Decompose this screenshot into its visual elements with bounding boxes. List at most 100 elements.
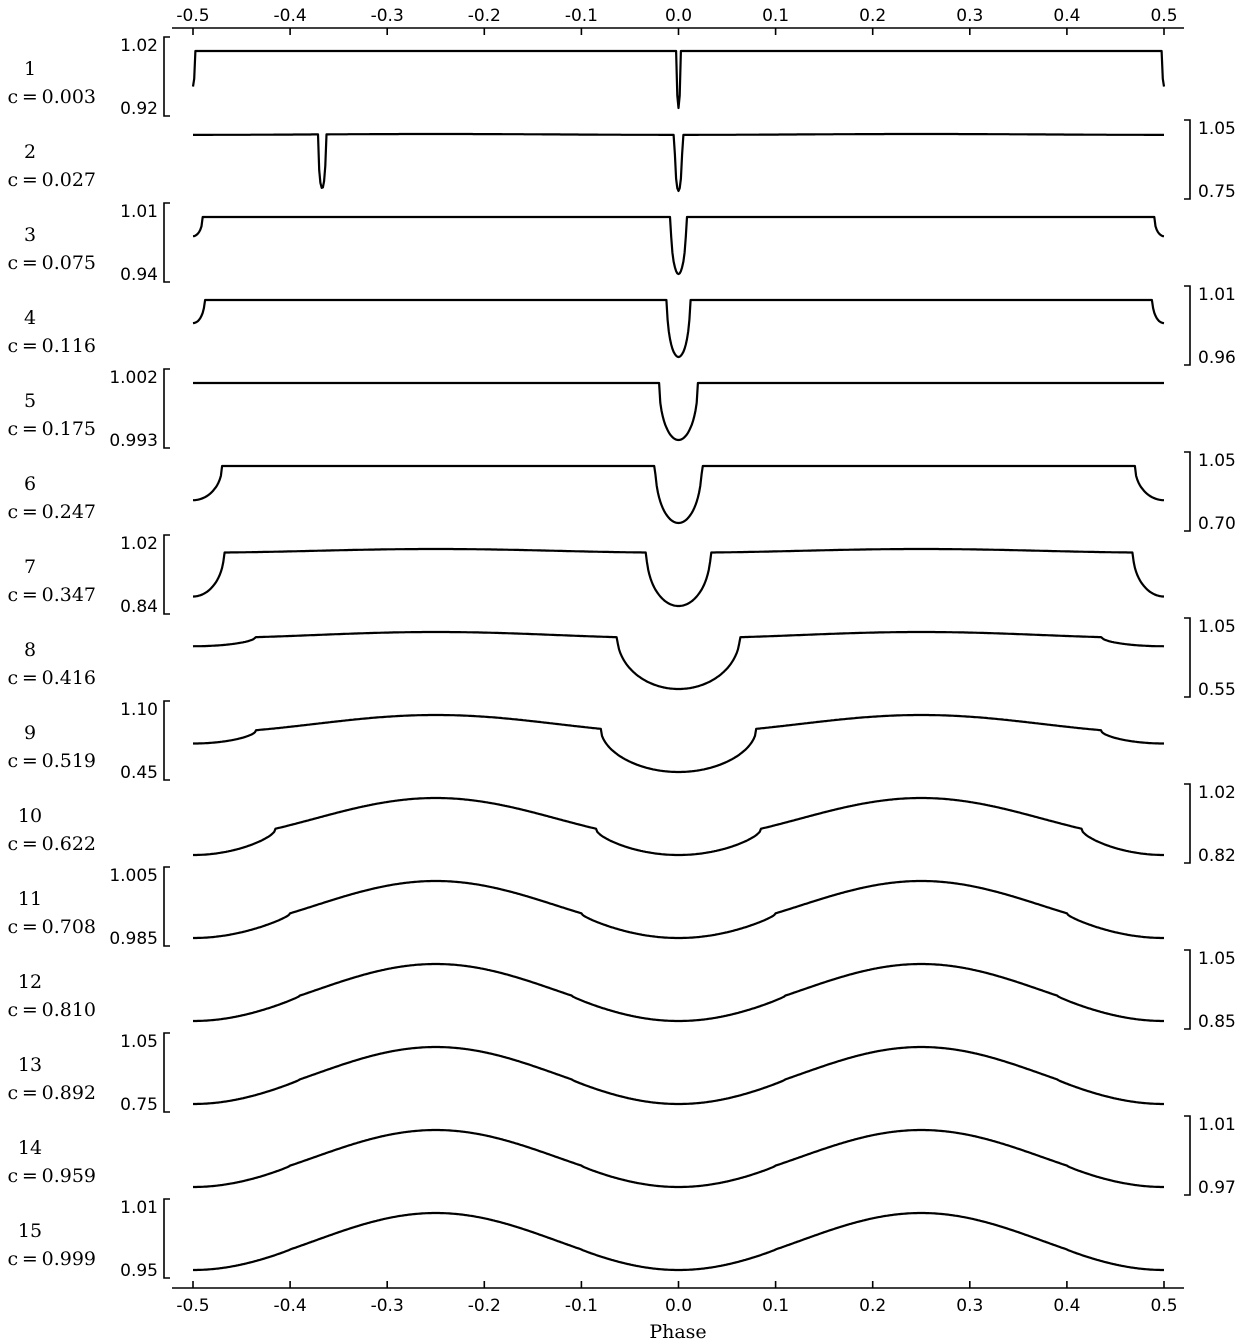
panel-9: 1.10 0.45 9 c = 0.519 [7,700,1164,783]
y-min-label: 0.97 [1198,1178,1236,1198]
top-tick-label: 0.0 [665,6,692,26]
y-min-label: 0.75 [1198,182,1236,202]
panel-number: 2 [24,141,36,163]
panel-number: 4 [24,307,36,329]
y-range-bracket [1184,949,1191,1030]
y-max-label: 1.05 [1198,119,1236,139]
top-tick-label: 0.5 [1150,6,1177,26]
panel-number: 7 [24,556,36,578]
light-curve-line [193,381,1164,442]
y-max-label: 1.05 [120,1032,158,1052]
y-range-bracket [163,700,170,781]
panel-number: 11 [18,888,42,910]
panel-number: 9 [24,722,36,744]
panel-number: 10 [18,805,42,827]
panel-6: 1.05 0.70 6 c = 0.247 [7,451,1235,534]
y-range-bracket [1184,451,1191,532]
coverage-label: c = 0.959 [7,1165,96,1187]
y-max-label: 1.01 [120,1198,158,1218]
top-phase-axis: -0.5 -0.4 -0.3 -0.2 -0.1 0.0 0.1 0.2 0.3 0.4 0.5 [172,6,1184,35]
coverage-label: c = 0.708 [7,916,96,938]
y-min-label: 0.94 [120,265,158,285]
y-range-bracket [163,368,170,449]
y-max-label: 1.01 [1198,1115,1236,1135]
coverage-label: c = 0.999 [7,1248,96,1270]
light-curve-line [193,713,1164,774]
coverage-label: c = 0.810 [7,999,96,1021]
y-max-label: 1.02 [120,36,158,56]
light-curve-line [193,464,1164,525]
top-tick-label: -0.2 [468,6,501,26]
top-tick-label: -0.5 [176,6,209,26]
y-max-label: 1.05 [1198,451,1236,471]
y-range-bracket [163,534,170,615]
y-range-bracket [163,202,170,283]
panel-number: 6 [24,473,36,495]
light-curve-line [193,879,1164,940]
panel-3: 1.01 0.94 3 c = 0.075 [7,202,1165,285]
light-curve-line [193,132,1164,193]
y-max-label: 1.01 [120,202,158,222]
panel-10: 1.02 0.82 10 c = 0.622 [7,783,1235,866]
panel-number: 1 [24,58,36,80]
y-max-label: 1.02 [1198,783,1236,803]
panel-number: 12 [18,971,42,993]
bottom-tick-label: -0.4 [274,1296,307,1316]
light-curve-line [193,796,1164,857]
y-range-bracket [163,1032,170,1113]
coverage-label: c = 0.622 [7,833,96,855]
coverage-label: c = 0.175 [7,418,96,440]
coverage-label: c = 0.347 [7,584,96,606]
coverage-label: c = 0.116 [7,335,96,357]
bottom-tick-label: 0.2 [859,1296,886,1316]
top-tick-label: -0.4 [274,6,307,26]
coverage-label: c = 0.247 [7,501,96,523]
y-min-label: 0.84 [120,597,158,617]
y-range-bracket [163,866,170,947]
y-min-label: 0.45 [120,763,158,783]
y-min-label: 0.985 [109,929,158,949]
light-curve-line [192,215,1165,276]
bottom-tick-label: 0.4 [1053,1296,1080,1316]
coverage-label: c = 0.416 [7,667,96,689]
y-min-label: 0.70 [1198,514,1236,534]
coverage-label: c = 0.003 [7,86,96,108]
coverage-label: c = 0.027 [7,169,96,191]
light-curve-line [192,630,1165,691]
y-max-label: 1.01 [1198,285,1236,305]
bottom-tick-label: 0.5 [1150,1296,1177,1316]
light-curve-line [193,1045,1164,1106]
y-min-label: 0.82 [1198,846,1236,866]
x-axis-label: Phase [649,1321,706,1343]
light-curve-line [193,1128,1164,1189]
y-range-bracket [1184,1115,1191,1196]
y-min-label: 0.75 [120,1095,158,1115]
bottom-phase-axis: -0.5 -0.4 -0.3 -0.2 -0.1 0.0 0.1 0.2 0.3 0.4 0.5 [172,1281,1184,1316]
panel-4: 1.01 0.96 4 c = 0.116 [7,285,1235,368]
bottom-tick-label: -0.2 [468,1296,501,1316]
panel-2: 1.05 0.75 2 c = 0.027 [7,119,1235,202]
y-max-label: 1.02 [120,534,158,554]
panel-number: 13 [18,1054,42,1076]
top-tick-label: 0.3 [956,6,983,26]
y-range-bracket [1184,783,1191,864]
panel-number: 5 [24,390,36,412]
panel-number: 3 [24,224,36,246]
y-range-bracket [163,1198,170,1279]
y-min-label: 0.92 [120,99,158,119]
y-range-bracket [1184,285,1191,366]
panel-7: 1.02 0.84 7 c = 0.347 [7,534,1164,617]
light-curve-line [193,962,1164,1023]
y-min-label: 0.95 [120,1261,158,1281]
panel-number: 8 [24,639,36,661]
light-curve-line [191,49,1166,110]
y-max-label: 1.002 [109,368,158,388]
light-curve-line [193,547,1164,608]
bottom-tick-label: 0.0 [665,1296,692,1316]
y-max-label: 1.05 [1198,617,1236,637]
y-max-label: 1.05 [1198,949,1236,969]
panel-1: 1.02 0.92 1 c = 0.003 [7,36,1166,119]
y-range-bracket [1184,119,1191,200]
y-range-bracket [1184,617,1191,698]
coverage-label: c = 0.892 [7,1082,96,1104]
